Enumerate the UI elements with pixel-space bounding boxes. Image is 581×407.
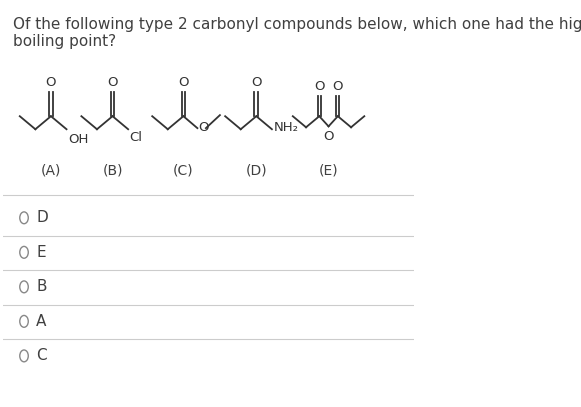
Text: (B): (B) [102,163,123,177]
Text: O: O [251,77,261,90]
Text: Cl: Cl [130,131,142,144]
Text: E: E [36,245,46,260]
Text: boiling point?: boiling point? [13,34,117,49]
Text: (C): (C) [173,163,193,177]
Text: OH: OH [68,133,88,146]
Text: O: O [107,77,118,90]
Text: O: O [178,77,189,90]
Text: O: O [46,77,56,90]
Text: O: O [332,80,343,93]
Text: B: B [36,279,46,294]
Text: Of the following type 2 carbonyl compounds below, which one had the highest: Of the following type 2 carbonyl compoun… [13,17,581,32]
Text: C: C [36,348,46,363]
Text: (A): (A) [41,163,61,177]
Text: D: D [36,210,48,225]
Text: O: O [198,120,209,133]
Text: A: A [36,314,46,329]
Text: NH₂: NH₂ [273,121,298,134]
Text: O: O [323,130,334,143]
Text: (E): (E) [319,163,338,177]
Text: O: O [314,80,325,93]
Text: (D): (D) [246,163,267,177]
